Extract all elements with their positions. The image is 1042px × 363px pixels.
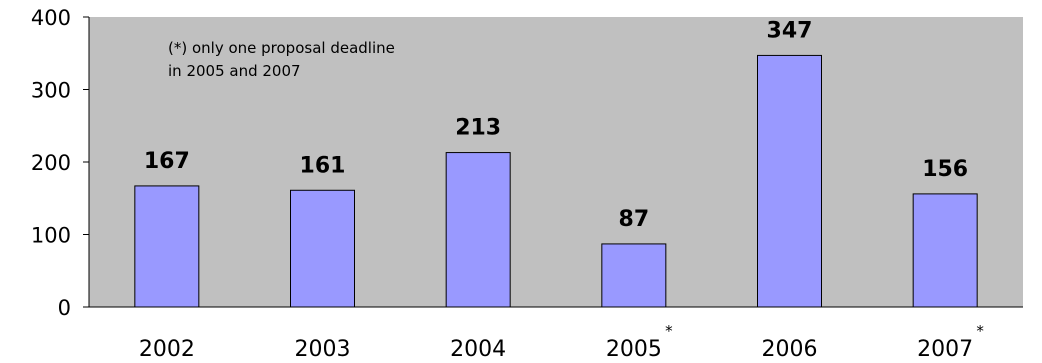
bar-2003 bbox=[290, 189, 355, 308]
data-label-2006: 347 bbox=[767, 18, 813, 43]
bar-2005 bbox=[601, 243, 667, 308]
y-tick-label: 200 bbox=[31, 151, 71, 175]
data-label-2005: 87 bbox=[619, 207, 650, 232]
data-label-2003: 161 bbox=[300, 153, 346, 178]
y-tick-label: 300 bbox=[31, 79, 71, 103]
x-tick-label-2007: 2007 bbox=[917, 337, 973, 362]
x-tick-label-2005: 2005 bbox=[606, 337, 662, 362]
x-tick-label-2003: 2003 bbox=[295, 337, 351, 362]
data-label-2002: 167 bbox=[144, 149, 190, 174]
bar-2006 bbox=[757, 54, 822, 308]
bar-2002 bbox=[134, 185, 200, 308]
x-tick-label-2002: 2002 bbox=[139, 337, 195, 362]
annotation-line-2: in 2005 and 2007 bbox=[168, 62, 301, 80]
data-label-2004: 213 bbox=[455, 116, 501, 141]
y-tick-label: 0 bbox=[58, 296, 71, 320]
y-tick-label: 400 bbox=[31, 6, 71, 30]
bar-2007 bbox=[912, 193, 978, 308]
x-tick-label-2006: 2006 bbox=[762, 337, 818, 362]
y-tick-label: 100 bbox=[31, 224, 71, 248]
plot-area bbox=[89, 17, 1023, 307]
asterisk-marker-2005: * bbox=[665, 322, 673, 340]
x-tick-label-2004: 2004 bbox=[450, 337, 506, 362]
annotation-line-1: (*) only one proposal deadline bbox=[168, 39, 395, 57]
asterisk-marker-2007: * bbox=[976, 322, 984, 340]
data-label-2007: 156 bbox=[922, 157, 968, 182]
bar-2004 bbox=[445, 152, 511, 308]
